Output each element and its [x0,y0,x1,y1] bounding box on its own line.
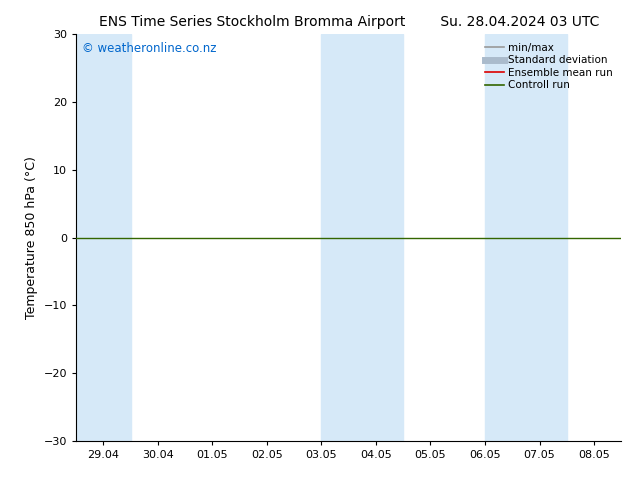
Legend: min/max, Standard deviation, Ensemble mean run, Controll run: min/max, Standard deviation, Ensemble me… [482,40,616,94]
Bar [485,34,567,441]
Bar [321,34,403,441]
Title: ENS Time Series Stockholm Bromma Airport        Su. 28.04.2024 03 UTC: ENS Time Series Stockholm Bromma Airport… [98,15,599,29]
Text: © weatheronline.co.nz: © weatheronline.co.nz [82,43,216,55]
Y-axis label: Temperature 850 hPa (°C): Temperature 850 hPa (°C) [25,156,38,319]
Bar [76,34,131,441]
